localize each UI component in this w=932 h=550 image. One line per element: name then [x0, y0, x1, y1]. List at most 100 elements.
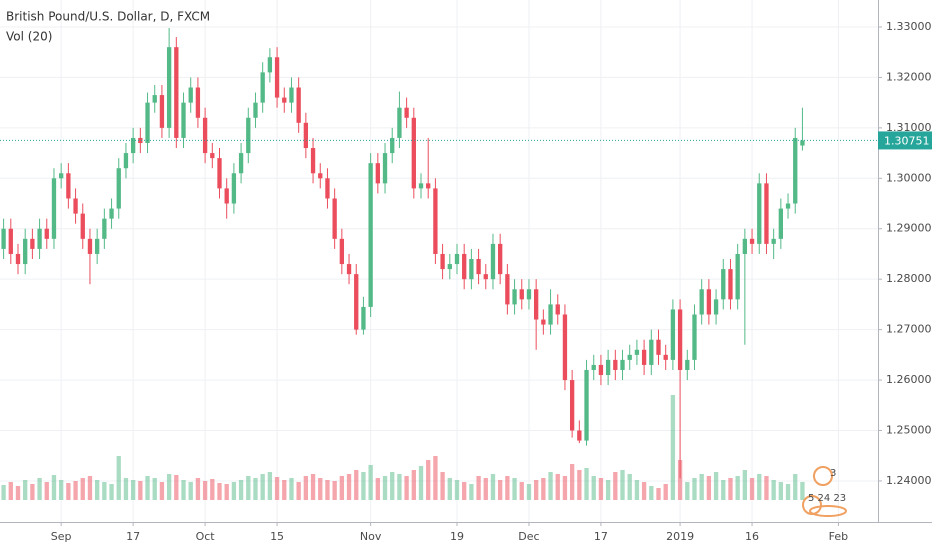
candle-body — [785, 203, 791, 209]
volume-bar — [282, 480, 287, 500]
y-tick-label: 1.31000 — [886, 121, 932, 134]
last-price-box — [878, 131, 932, 150]
candle-body — [195, 87, 201, 118]
candle-body — [159, 95, 165, 128]
event-icons[interactable]: 3 5 24 23 — [802, 466, 847, 517]
volume-bar — [605, 480, 611, 500]
volume-bar — [533, 480, 539, 500]
volume-bar — [677, 460, 683, 500]
candle-body — [462, 253, 467, 280]
volume-bar — [483, 478, 488, 500]
candle-body — [411, 117, 416, 189]
volume-bar — [735, 476, 740, 500]
volume-bar — [411, 470, 416, 500]
event-icon[interactable] — [813, 466, 833, 486]
candle-body — [793, 137, 798, 204]
x-tick-label: Oct — [196, 530, 216, 543]
candle-body — [354, 274, 359, 330]
candle-body — [109, 208, 114, 219]
x-tick-label: 19 — [450, 530, 464, 543]
candle-body — [51, 178, 57, 239]
volume-bar — [598, 478, 604, 500]
candle-body — [138, 137, 143, 143]
last-price-label: 1.30751 — [884, 134, 930, 147]
volume-bar — [260, 474, 265, 500]
volume-bar — [749, 478, 755, 500]
volume-bar — [289, 478, 294, 500]
chart-title: British Pound/U.S. Dollar, D, FXCM — [6, 10, 210, 24]
y-tick-label: 1.29000 — [886, 222, 932, 235]
candle-body — [224, 188, 229, 204]
candle-body — [692, 314, 697, 360]
volume-bar — [426, 460, 431, 500]
volume-bar — [80, 478, 85, 500]
volume-bar — [202, 481, 208, 500]
volume-bar — [66, 483, 71, 500]
volume-legend: Vol (20) — [6, 30, 52, 44]
volume-bar — [332, 481, 337, 500]
volume-bar — [346, 474, 352, 500]
volume-bar — [519, 482, 524, 500]
volume-bar — [433, 456, 438, 500]
candle-body — [742, 238, 748, 254]
volume-bar — [152, 478, 157, 500]
candle-body — [490, 243, 496, 280]
volume-bar — [267, 472, 273, 500]
volume-bar — [757, 474, 762, 500]
volume-bar — [634, 480, 640, 500]
grid — [0, 0, 878, 522]
candle-body — [663, 354, 668, 360]
event-icon[interactable] — [809, 505, 847, 517]
x-tick-label: 17 — [126, 530, 140, 543]
candle-body — [253, 102, 258, 118]
volume-bar — [785, 484, 791, 500]
volume-bar — [238, 480, 244, 500]
candle-body — [447, 264, 452, 270]
volume-bar — [87, 476, 93, 500]
candle-body — [440, 253, 445, 270]
candle-body — [73, 198, 78, 214]
candle-body — [303, 122, 309, 149]
volume-bar — [404, 476, 409, 500]
volume-bar — [8, 482, 13, 500]
volume-bar — [15, 486, 21, 500]
candle-body — [59, 173, 64, 179]
candle-body — [584, 369, 589, 441]
volume-bar — [641, 482, 647, 500]
candle-body — [44, 228, 49, 239]
candle-body — [289, 87, 294, 103]
candle-body — [404, 107, 409, 118]
candle-body — [325, 178, 330, 199]
candle-body — [454, 253, 460, 265]
candle-body — [390, 137, 395, 154]
y-tick-label: 1.33000 — [886, 20, 932, 33]
volume-bar — [454, 480, 460, 500]
candle-body — [577, 430, 582, 441]
candle-body — [202, 117, 208, 154]
candle-body — [778, 208, 784, 239]
candle-body — [649, 339, 654, 365]
candle-body — [37, 228, 42, 249]
volume-bar — [397, 474, 402, 500]
candle-body — [15, 253, 21, 265]
y-tick-label: 1.28000 — [886, 272, 932, 285]
candle-body — [613, 359, 618, 370]
volume-bar — [793, 474, 798, 500]
candle-body — [274, 57, 280, 98]
volume-bar — [577, 470, 582, 500]
candle-body — [346, 264, 352, 275]
candle-body — [102, 218, 107, 239]
candle-body — [656, 339, 661, 355]
candle-body — [246, 117, 251, 154]
volume-bar — [102, 482, 107, 500]
candle-body — [397, 107, 402, 138]
candle-body — [1, 228, 6, 249]
candle-body — [145, 102, 150, 143]
candle-body — [699, 289, 704, 315]
candle-body — [87, 238, 93, 254]
candle-body — [152, 95, 157, 103]
candle-body — [670, 309, 676, 360]
candle-body — [426, 183, 431, 189]
y-tick-label: 1.25000 — [886, 424, 932, 437]
candle-body — [80, 213, 85, 239]
